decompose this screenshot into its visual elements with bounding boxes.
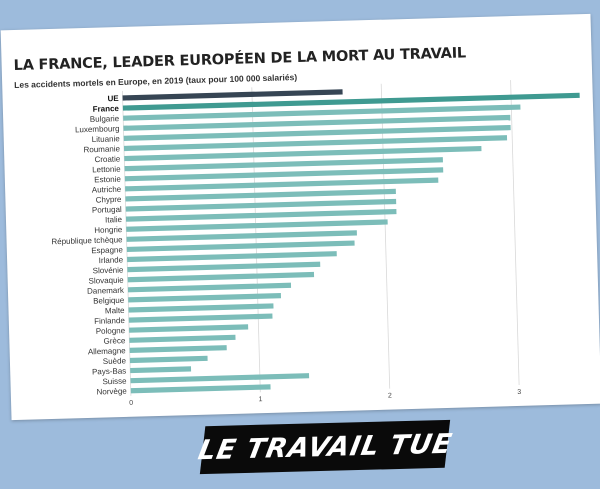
- bar-9: [125, 177, 439, 192]
- bar-19: [127, 282, 292, 293]
- gridline-0: [122, 90, 132, 396]
- bar-8: [124, 167, 444, 182]
- category-label-1: France: [93, 104, 120, 114]
- bar-7: [124, 157, 443, 172]
- bar-25: [129, 345, 227, 353]
- bar-2: [123, 104, 521, 121]
- bar-20: [128, 293, 282, 303]
- slogan-banner: LE TRAVAIL TUE: [195, 419, 455, 475]
- category-label-9: Autriche: [92, 185, 122, 195]
- category-label-20: Belgique: [93, 296, 125, 306]
- category-label-0: UE: [107, 94, 119, 103]
- bar-5: [123, 135, 508, 152]
- tick-label-3: 3: [517, 389, 521, 396]
- bar-11: [125, 198, 397, 212]
- category-label-16: Irlande: [99, 255, 124, 265]
- category-label-24: Grèce: [103, 336, 126, 346]
- category-label-8: Estonie: [94, 175, 121, 185]
- category-label-22: Finlande: [94, 316, 125, 326]
- category-label-5: Roumanie: [83, 144, 120, 154]
- gridline-1: [251, 87, 261, 393]
- bar-18: [127, 271, 315, 283]
- bar-23: [129, 324, 249, 333]
- bar-22: [128, 313, 273, 323]
- bar-6: [124, 145, 482, 162]
- category-label-12: Italie: [105, 215, 123, 224]
- bar-0: [122, 89, 343, 101]
- category-label-11: Portugal: [92, 205, 122, 215]
- bar-24: [129, 334, 236, 343]
- bar-29: [130, 384, 271, 394]
- category-label-21: Malte: [105, 306, 125, 316]
- gridline-3: [510, 80, 520, 385]
- tick-label-1: 1: [258, 396, 262, 403]
- category-label-10: Chypre: [96, 195, 123, 205]
- bar-21: [128, 303, 274, 313]
- category-label-18: Slovaquie: [88, 276, 124, 286]
- category-label-3: Luxembourg: [75, 124, 120, 134]
- bar-chart: 0 1 2 3 UEFranceBulgarieLuxembourgLituanieRo…: [51, 80, 580, 407]
- bar-14: [126, 230, 357, 242]
- category-label-6: Croatie: [94, 154, 121, 164]
- category-label-25: Allemagne: [88, 346, 127, 356]
- gridline-2: [380, 83, 391, 389]
- category-label-26: Suède: [103, 356, 127, 366]
- bar-1: [122, 92, 580, 111]
- category-label-29: Norvège: [96, 387, 127, 397]
- category-label-15: Espagne: [91, 245, 123, 255]
- tick-label-0: 0: [129, 400, 133, 407]
- bar-17: [127, 261, 321, 273]
- tick-label-2: 2: [388, 393, 392, 400]
- category-label-19: Danemark: [87, 286, 125, 296]
- bar-10: [125, 188, 396, 202]
- bar-28: [130, 373, 310, 384]
- category-label-28: Suisse: [102, 377, 127, 387]
- category-label-27: Pays-Bas: [92, 366, 126, 376]
- category-label-13: Hongrie: [94, 225, 123, 235]
- bar-12: [125, 208, 397, 222]
- bar-26: [129, 355, 208, 364]
- category-label-4: Lituanie: [92, 134, 121, 144]
- bar-16: [127, 251, 337, 263]
- category-label-14: République tchèque: [51, 235, 123, 246]
- slogan-text: LE TRAVAIL TUE: [195, 428, 455, 466]
- category-label-17: Slovénie: [93, 266, 124, 276]
- bar-4: [123, 124, 511, 141]
- bar-3: [123, 114, 511, 131]
- category-label-7: Lettonie: [92, 165, 121, 175]
- category-label-23: Pologne: [96, 326, 126, 336]
- chart-card: LA FRANCE, LEADER EUROPÉEN DE LA MORT AU…: [0, 13, 600, 421]
- bar-27: [130, 366, 192, 374]
- bar-13: [126, 219, 388, 232]
- bar-15: [126, 240, 355, 253]
- category-label-2: Bulgarie: [90, 114, 120, 124]
